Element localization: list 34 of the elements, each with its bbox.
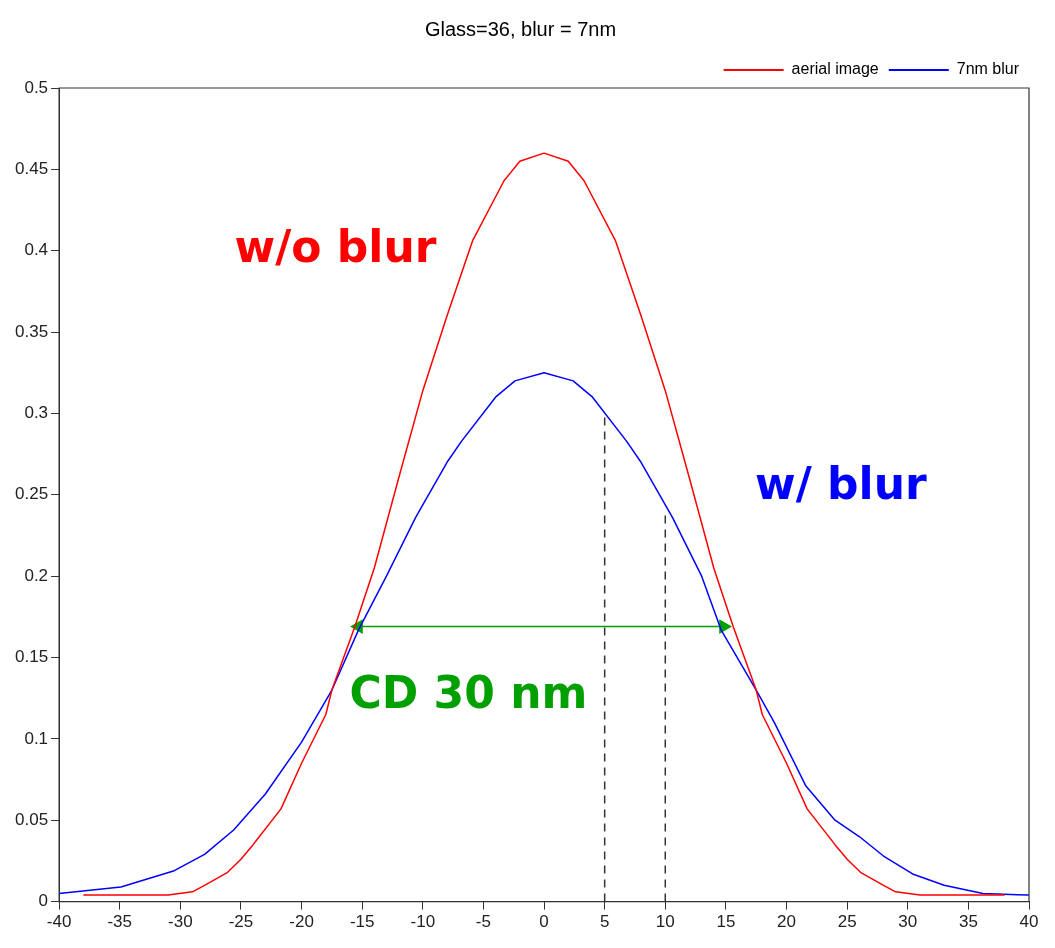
x-tick-label: -10 [410, 912, 436, 932]
x-tick-label: 5 [599, 912, 610, 932]
x-tick-label: 15 [716, 912, 736, 932]
y-tick-label: 0.15 [14, 647, 49, 667]
x-tick-label: 20 [777, 912, 796, 932]
chart-title: Glass=36, blur = 7nm [424, 17, 617, 40]
y-tick-label: 0.1 [24, 728, 49, 748]
x-tick-label: -20 [289, 912, 314, 932]
annotation: w/o blur [234, 221, 437, 273]
y-tick-label: 0.05 [14, 809, 49, 829]
x-tick-label: 30 [898, 912, 918, 932]
y-tick-label: 0 [38, 891, 49, 911]
y-tick-label: 0.2 [24, 565, 49, 585]
legend-label: 7nm blur [956, 60, 1020, 78]
x-tick-label: -5 [475, 912, 491, 932]
y-tick-label: 0.4 [24, 240, 49, 260]
legend-label: aerial image [791, 60, 879, 78]
x-tick-label: 40 [1019, 912, 1039, 932]
y-tick-label: 0.45 [14, 159, 49, 179]
x-tick-label: 25 [837, 912, 857, 932]
x-tick-label: -25 [228, 912, 254, 932]
x-tick-label: -40 [46, 912, 72, 932]
x-tick-label: -15 [349, 912, 375, 932]
x-tick-label: -35 [107, 912, 132, 932]
x-tick-label: 10 [655, 912, 675, 932]
y-tick-label: 0.25 [14, 484, 49, 504]
x-tick-label: 35 [958, 912, 978, 932]
x-tick-label: -30 [168, 912, 193, 932]
y-tick-label: 0.3 [24, 403, 49, 423]
annotation: CD 30 nm [349, 667, 588, 719]
y-tick-label: 0.35 [14, 321, 49, 341]
y-tick-label: 0.5 [24, 77, 49, 97]
annotation: w/ blur [755, 457, 927, 509]
x-tick-label: 0 [539, 912, 549, 932]
